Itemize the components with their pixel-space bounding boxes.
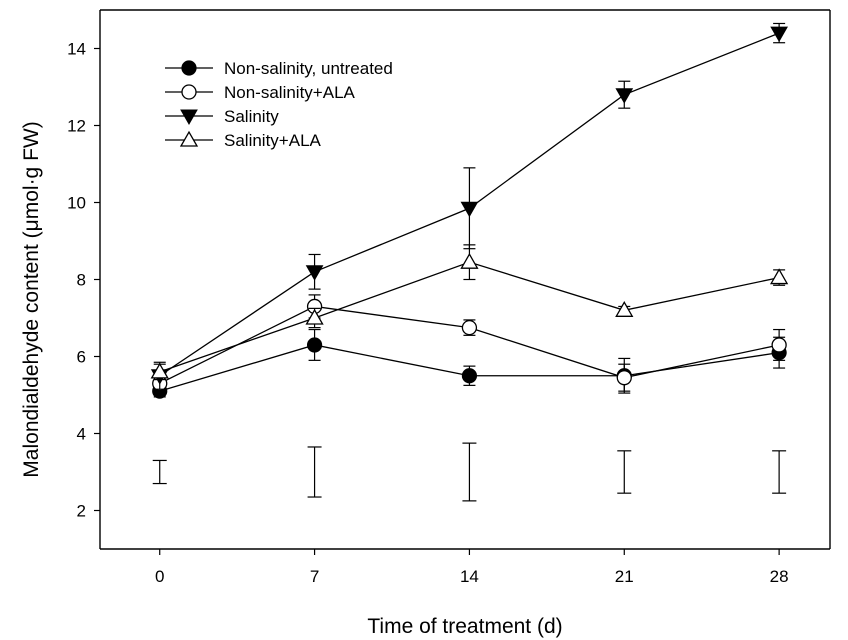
legend-entry: Salinity (165, 107, 279, 126)
data-point (306, 337, 323, 353)
x-axis-title: Time of treatment (d) (367, 615, 562, 638)
x-tick-label: 28 (770, 567, 789, 586)
data-point (616, 370, 632, 386)
legend-entry: Non-salinity+ALA (165, 83, 356, 102)
lsd-bar (617, 450, 632, 494)
series-4 (150, 244, 789, 381)
y-tick-label: 10 (67, 194, 86, 213)
x-tick-label: 14 (460, 567, 479, 586)
lsd-bar (307, 446, 322, 498)
data-point (770, 26, 788, 43)
x-tick-label: 7 (310, 567, 319, 586)
legend-marker (180, 109, 198, 126)
data-point (615, 88, 634, 104)
lsd-bars (152, 442, 787, 502)
y-tick-label: 8 (77, 271, 86, 290)
data-point (615, 300, 634, 317)
x-tick-label: 21 (615, 567, 634, 586)
series-group (150, 22, 789, 399)
legend-entry: Non-salinity, untreated (165, 59, 393, 78)
legend-marker (179, 130, 199, 147)
data-point (771, 337, 787, 353)
legend-label: Non-salinity, untreated (224, 59, 393, 78)
data-point (461, 319, 478, 336)
y-tick-label: 12 (67, 117, 86, 136)
y-tick-label: 14 (67, 40, 86, 59)
data-point (460, 252, 479, 269)
x-tick-label: 0 (155, 567, 164, 586)
lsd-bar (462, 442, 477, 502)
legend-label: Salinity (224, 107, 279, 126)
y-axis-ticks: 2 4 6 8 10 12 14 (67, 40, 100, 521)
data-point (305, 265, 324, 281)
y-tick-label: 6 (77, 348, 86, 367)
legend: Non-salinity, untreated Non-salinity+ALA S… (165, 59, 393, 150)
y-tick-label: 4 (77, 425, 86, 444)
data-point (460, 201, 479, 218)
y-tick-label: 2 (77, 502, 86, 521)
series-2 (152, 294, 787, 392)
legend-marker (181, 84, 197, 100)
data-point (461, 368, 478, 384)
legend-label: Salinity+ALA (224, 131, 322, 150)
legend-label: Non-salinity+ALA (224, 83, 356, 102)
legend-marker (181, 60, 197, 76)
lsd-bar (152, 459, 167, 485)
data-point (150, 362, 169, 379)
lsd-bar (772, 450, 787, 494)
data-point (305, 308, 324, 325)
y-axis-title: Malondialdehyde content (μmol·g FW) (20, 121, 43, 477)
x-axis-ticks: 0 7 14 21 28 (155, 549, 789, 586)
legend-entry: Salinity+ALA (165, 130, 322, 150)
data-point (770, 268, 789, 285)
